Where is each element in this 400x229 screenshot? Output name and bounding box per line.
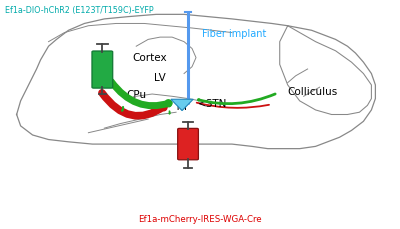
FancyArrowPatch shape (111, 82, 169, 106)
FancyBboxPatch shape (92, 51, 113, 88)
FancyBboxPatch shape (178, 128, 198, 160)
Text: <STN: <STN (198, 99, 227, 109)
FancyArrowPatch shape (122, 107, 123, 111)
Text: Colliculus: Colliculus (288, 87, 338, 97)
FancyArrowPatch shape (102, 93, 164, 116)
FancyArrowPatch shape (197, 103, 269, 108)
Text: Th: Th (174, 101, 187, 112)
Text: CPu: CPu (126, 90, 146, 100)
Text: Fiber implant: Fiber implant (202, 29, 266, 39)
FancyArrowPatch shape (198, 94, 275, 104)
Text: Ef1a-DIO-hChR2 (E123T/T159C)-EYFP: Ef1a-DIO-hChR2 (E123T/T159C)-EYFP (5, 6, 153, 15)
Text: Ef1a-mCherry-IRES-WGA-Cre: Ef1a-mCherry-IRES-WGA-Cre (138, 215, 262, 224)
Polygon shape (171, 99, 193, 111)
Text: LV: LV (154, 73, 166, 83)
Text: Cortex: Cortex (132, 53, 167, 63)
